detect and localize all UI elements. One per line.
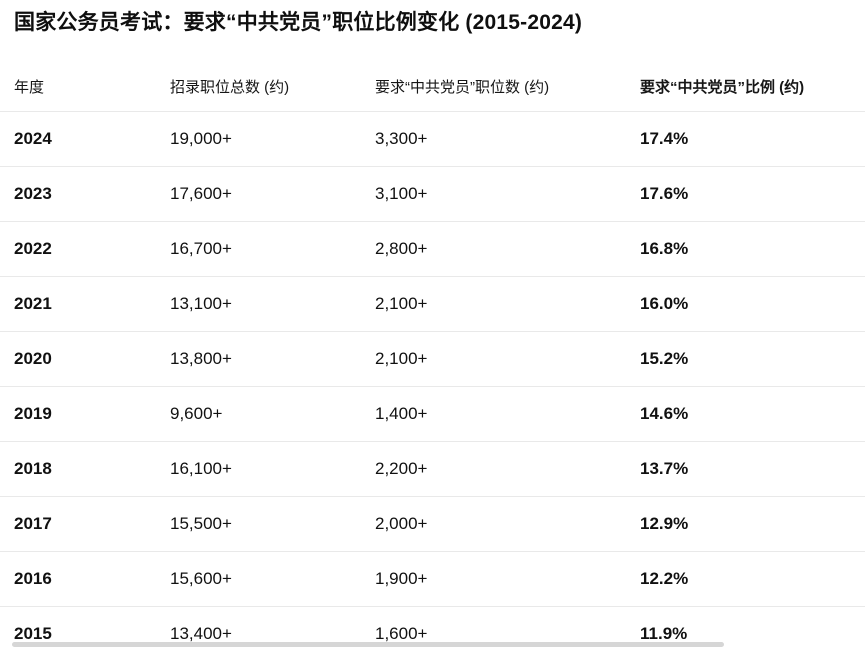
year-cell: 2015 <box>14 624 52 643</box>
year-cell: 2021 <box>14 294 52 313</box>
total-positions-cell: 19,000+ <box>170 129 232 148</box>
ratio-cell: 16.8% <box>640 239 689 258</box>
party-positions-cell: 2,200+ <box>375 459 428 478</box>
party-positions-cell: 1,400+ <box>375 404 428 423</box>
party-positions-cell: 2,100+ <box>375 349 428 368</box>
header-party-ratio: 要求“中共党员”比例 (约) <box>640 79 805 96</box>
ratio-cell: 11.9% <box>640 624 688 643</box>
party-positions-cell: 2,100+ <box>375 294 428 313</box>
year-cell: 2020 <box>14 349 52 368</box>
party-positions-cell: 3,100+ <box>375 184 428 203</box>
year-cell: 2022 <box>14 239 52 258</box>
horizontal-scrollbar[interactable] <box>12 642 724 647</box>
ratio-cell: 17.4% <box>640 129 689 148</box>
year-cell: 2017 <box>14 514 52 533</box>
table-row: 2019 9,600+ 1,400+ 14.6% <box>0 387 865 442</box>
header-total-positions: 招录职位总数 (约) <box>170 79 290 96</box>
table-row: 2020 13,800+ 2,100+ 15.2% <box>0 332 865 387</box>
ratio-cell: 14.6% <box>640 404 689 423</box>
table-row: 2016 15,600+ 1,900+ 12.2% <box>0 552 865 607</box>
total-positions-cell: 16,700+ <box>170 239 232 258</box>
ratio-cell: 17.6% <box>640 184 689 203</box>
header-party-positions: 要求“中共党员”职位数 (约) <box>375 79 550 96</box>
page-title: 国家公务员考试：要求“中共党员”职位比例变化 (2015-2024) <box>14 11 583 34</box>
total-positions-cell: 17,600+ <box>170 184 232 203</box>
party-positions-cell: 1,900+ <box>375 569 428 588</box>
ratio-cell: 16.0% <box>640 294 689 313</box>
ratio-cell: 15.2% <box>640 349 689 368</box>
table-row: 2018 16,100+ 2,200+ 13.7% <box>0 442 865 497</box>
table-row: 2024 19,000+ 3,300+ 17.4% <box>0 112 865 167</box>
table-header-row: 年度 招录职位总数 (约) 要求“中共党员”职位数 (约) 要求“中共党员”比例… <box>0 62 865 112</box>
data-table: 年度 招录职位总数 (约) 要求“中共党员”职位数 (约) 要求“中共党员”比例… <box>0 62 865 650</box>
year-cell: 2019 <box>14 404 52 423</box>
ratio-cell: 12.2% <box>640 569 689 588</box>
year-cell: 2023 <box>14 184 52 203</box>
table-body: 2024 19,000+ 3,300+ 17.4% 2023 17,600+ 3,100+ 1… <box>0 112 865 650</box>
table-row: 2017 15,500+ 2,000+ 12.9% <box>0 497 865 552</box>
ratio-cell: 12.9% <box>640 514 689 533</box>
total-positions-cell: 13,400+ <box>170 624 232 643</box>
table-row: 2022 16,700+ 2,800+ 16.8% <box>0 222 865 277</box>
total-positions-cell: 15,500+ <box>170 514 232 533</box>
party-positions-cell: 3,300+ <box>375 129 428 148</box>
table-row: 2023 17,600+ 3,100+ 17.6% <box>0 167 865 222</box>
ratio-cell: 13.7% <box>640 459 689 478</box>
party-positions-cell: 1,600+ <box>375 624 428 643</box>
total-positions-cell: 15,600+ <box>170 569 232 588</box>
party-positions-cell: 2,000+ <box>375 514 428 533</box>
total-positions-cell: 13,800+ <box>170 349 232 368</box>
table-row: 2021 13,100+ 2,100+ 16.0% <box>0 277 865 332</box>
year-cell: 2024 <box>14 129 52 148</box>
header-year: 年度 <box>14 79 45 96</box>
total-positions-cell: 16,100+ <box>170 459 232 478</box>
total-positions-cell: 9,600+ <box>170 404 223 423</box>
year-cell: 2018 <box>14 459 52 478</box>
party-positions-cell: 2,800+ <box>375 239 428 258</box>
total-positions-cell: 13,100+ <box>170 294 232 313</box>
year-cell: 2016 <box>14 569 52 588</box>
